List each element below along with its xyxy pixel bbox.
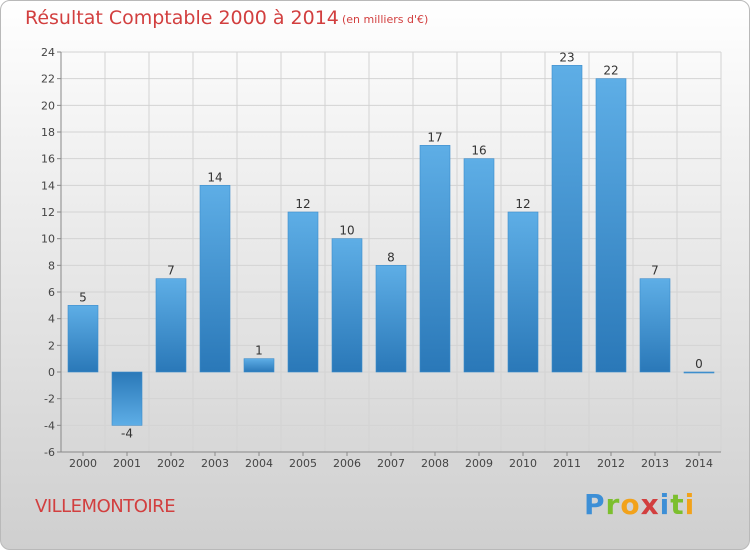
x-tick-label: 2000 bbox=[69, 457, 97, 470]
bar-value-label: 8 bbox=[387, 250, 395, 264]
bar-value-label: 7 bbox=[651, 264, 659, 278]
chart-unit: (en milliers d'€) bbox=[342, 13, 429, 26]
y-tick-label: 22 bbox=[41, 73, 55, 86]
bar bbox=[111, 371, 143, 426]
x-tick-label: 2004 bbox=[245, 457, 273, 470]
bar bbox=[155, 278, 187, 373]
bar-value-label: -4 bbox=[121, 426, 133, 440]
bar bbox=[551, 65, 583, 373]
bar bbox=[507, 211, 539, 373]
y-tick-label: 24 bbox=[41, 46, 55, 59]
bar bbox=[67, 305, 99, 373]
bar-value-label: 16 bbox=[471, 144, 486, 158]
y-tick-label: 4 bbox=[48, 313, 55, 326]
y-tick-label: 14 bbox=[41, 179, 55, 192]
x-tick-label: 2009 bbox=[465, 457, 493, 470]
x-tick-label: 2002 bbox=[157, 457, 185, 470]
bar bbox=[375, 265, 407, 373]
y-tick-label: -6 bbox=[44, 446, 55, 459]
x-tick-label: 2013 bbox=[641, 457, 669, 470]
bar bbox=[639, 278, 671, 373]
y-tick-label: 18 bbox=[41, 126, 55, 139]
y-tick-label: 16 bbox=[41, 153, 55, 166]
bar-value-label: 1 bbox=[255, 344, 263, 358]
y-tick-label: 20 bbox=[41, 99, 55, 112]
bar-value-label: 7 bbox=[167, 264, 175, 278]
x-tick-label: 2014 bbox=[685, 457, 713, 470]
bar bbox=[463, 158, 495, 373]
bar bbox=[287, 211, 319, 373]
y-tick-label: 0 bbox=[48, 366, 55, 379]
y-tick-label: -4 bbox=[44, 419, 55, 432]
y-tick-label: 2 bbox=[48, 339, 55, 352]
bar-value-label: 17 bbox=[427, 130, 442, 144]
bar bbox=[683, 371, 715, 374]
bar-value-label: 12 bbox=[515, 197, 530, 211]
x-tick-label: 2003 bbox=[201, 457, 229, 470]
bar-value-label: 5 bbox=[79, 290, 87, 304]
y-tick-label: -2 bbox=[44, 393, 55, 406]
bar bbox=[595, 78, 627, 373]
x-tick-label: 2008 bbox=[421, 457, 449, 470]
x-tick-label: 2010 bbox=[509, 457, 537, 470]
bar bbox=[199, 185, 231, 373]
bar bbox=[419, 145, 451, 373]
x-tick-label: 2001 bbox=[113, 457, 141, 470]
proxiti-logo[interactable]: Proxiti bbox=[584, 488, 696, 521]
data-labels: 5 -4 7 14 1 12 10 8 17 16 12 23 22 7 0 bbox=[79, 50, 703, 440]
bar-value-label: 12 bbox=[295, 197, 310, 211]
y-tick-label: 10 bbox=[41, 233, 55, 246]
x-tick-label: 2007 bbox=[377, 457, 405, 470]
bar-value-label: 23 bbox=[559, 50, 574, 64]
bar-value-label: 22 bbox=[603, 64, 618, 78]
chart-title: Résultat Comptable 2000 à 2014 bbox=[25, 7, 339, 29]
x-tick-label: 2012 bbox=[597, 457, 625, 470]
bar-value-label: 10 bbox=[339, 224, 354, 238]
x-tick-label: 2005 bbox=[289, 457, 317, 470]
x-tick-label: 2006 bbox=[333, 457, 361, 470]
x-tick-label: 2011 bbox=[553, 457, 581, 470]
y-tick-label: 8 bbox=[48, 259, 55, 272]
bar bbox=[331, 238, 363, 373]
commune-name: VILLEMONTOIRE bbox=[35, 496, 176, 517]
bars bbox=[67, 65, 715, 426]
bar-value-label: 0 bbox=[695, 357, 703, 371]
bar-value-label: 14 bbox=[207, 170, 222, 184]
y-tick-label: 12 bbox=[41, 206, 55, 219]
y-tick-label: 6 bbox=[48, 286, 55, 299]
bar bbox=[243, 358, 275, 373]
